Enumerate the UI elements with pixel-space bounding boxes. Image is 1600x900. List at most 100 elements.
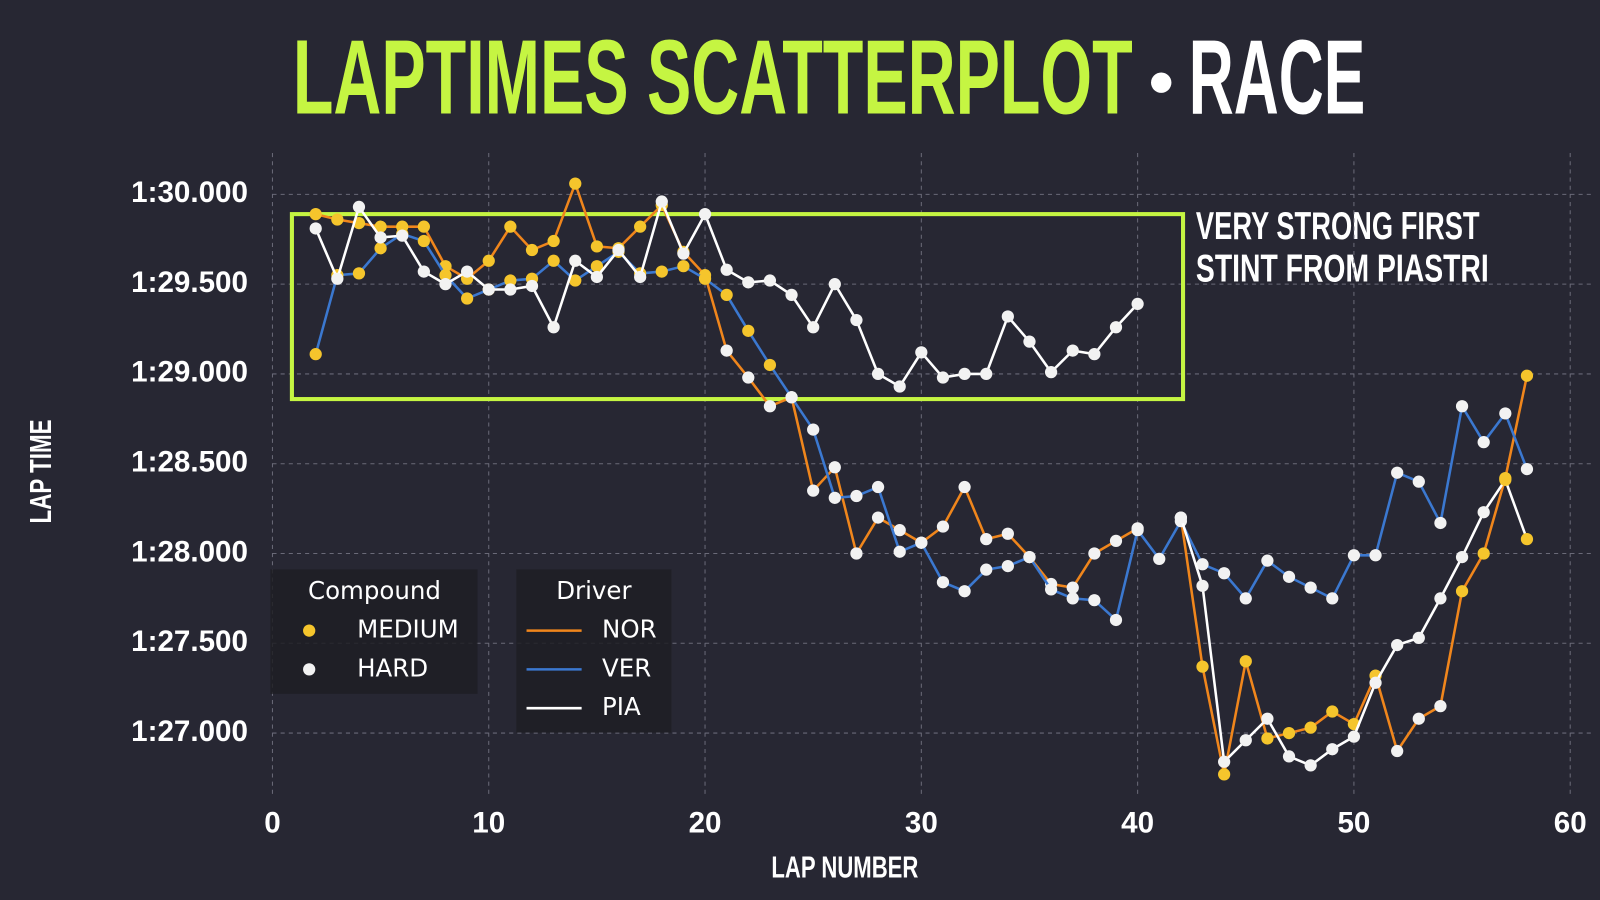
lap-point [763,400,777,413]
lap-point [1391,466,1404,479]
lap-point [1477,436,1490,449]
lap-point [569,177,582,190]
lap-point [547,321,560,334]
x-axis-label: LAP NUMBER [771,850,918,884]
lap-point [352,200,366,214]
y-tick-label: 1:29.500 [131,266,248,299]
lap-point [936,576,950,589]
lap-point [1499,407,1512,420]
y-tick-label: 1:28.000 [131,535,248,568]
lap-point [785,391,798,404]
lap-point [698,272,712,285]
lap-point [958,585,971,598]
lap-point [698,207,712,221]
lap-point [1434,700,1447,713]
lap-point [547,254,560,267]
lap-point [936,371,950,384]
legend-title: Compound [308,576,441,605]
lap-point [1455,585,1469,598]
lap-point [1261,712,1274,725]
lap-point [331,213,344,226]
lap-point [1520,462,1534,476]
legend-label: HARD [357,653,428,682]
x-tick-label: 10 [472,806,505,839]
lap-point [1218,755,1231,768]
lap-point [482,254,495,267]
lap-point [1001,559,1014,573]
lap-point [1001,527,1014,540]
lap-point [1023,335,1036,348]
lap-point [958,480,971,494]
lap-point [547,234,560,248]
lap-point [439,269,452,282]
lap-point [1044,583,1058,596]
lap-point [1131,524,1144,537]
lap-point [525,279,539,293]
lap-point [1109,613,1123,627]
lap-point [417,234,430,248]
lap-point [374,220,387,233]
legend-label: VER [602,653,651,682]
lap-point [525,243,539,257]
lap-point [1044,366,1058,379]
lap-point [871,480,885,494]
lap-point [1477,506,1490,519]
lap-point [504,283,517,296]
lap-point [1499,473,1512,486]
y-tick-label: 1:30.000 [131,176,248,209]
annotation: STINT FROM PIASTRI [1196,248,1489,291]
y-axis-label: LAP TIME [24,419,58,523]
lap-point [828,278,841,291]
lap-point [1066,581,1079,594]
lap-point [1412,631,1425,645]
lap-point [763,274,777,287]
lap-point [590,240,604,253]
y-tick-label: 1:27.500 [131,625,248,658]
lap-point [893,524,906,537]
lap-point [677,260,690,273]
compound-legend: Compound MEDIUM HARD [270,569,478,694]
x-tick-label: 30 [905,806,938,839]
lap-point [893,380,906,393]
lap-point [1520,533,1534,546]
lap-point [396,229,409,242]
lap-point [1347,730,1361,743]
legend-box [516,569,672,733]
lap-point [850,489,863,503]
lap-point [828,461,841,474]
x-tick-label: 60 [1554,806,1587,839]
lap-point [352,267,366,280]
lap-point [1282,570,1296,583]
lap-point [1261,554,1274,567]
lap-point [1455,550,1469,564]
lap-point [1434,592,1447,605]
lap-point [1196,660,1209,673]
lap-point [460,292,474,305]
lap-point [1001,310,1014,323]
lap-point [742,276,755,289]
lap-point [1196,558,1209,571]
lap-point [1218,768,1231,781]
lap-point [309,222,322,235]
chart-subtitle: RACE [1189,19,1366,137]
lap-point [460,265,474,278]
chart-title: LAPTIMES SCATTERPLOT [293,19,1133,137]
lap-point [1434,516,1447,530]
lap-point [1109,321,1123,334]
lap-point [1412,712,1425,725]
title-separator [1151,72,1172,93]
lap-point [655,195,668,208]
lap-point [1369,676,1382,689]
lap-point [1153,552,1166,566]
legend-label: PIA [602,692,641,721]
lap-point [980,533,993,546]
x-tick-label: 20 [689,806,722,839]
lap-point [980,367,993,381]
lap-point [807,321,820,334]
lap-point [1326,592,1339,605]
lap-point [590,260,604,273]
lap-point [1326,705,1339,718]
lap-point [850,547,863,560]
y-tick-label: 1:27.000 [131,715,248,748]
lap-point [742,371,755,384]
